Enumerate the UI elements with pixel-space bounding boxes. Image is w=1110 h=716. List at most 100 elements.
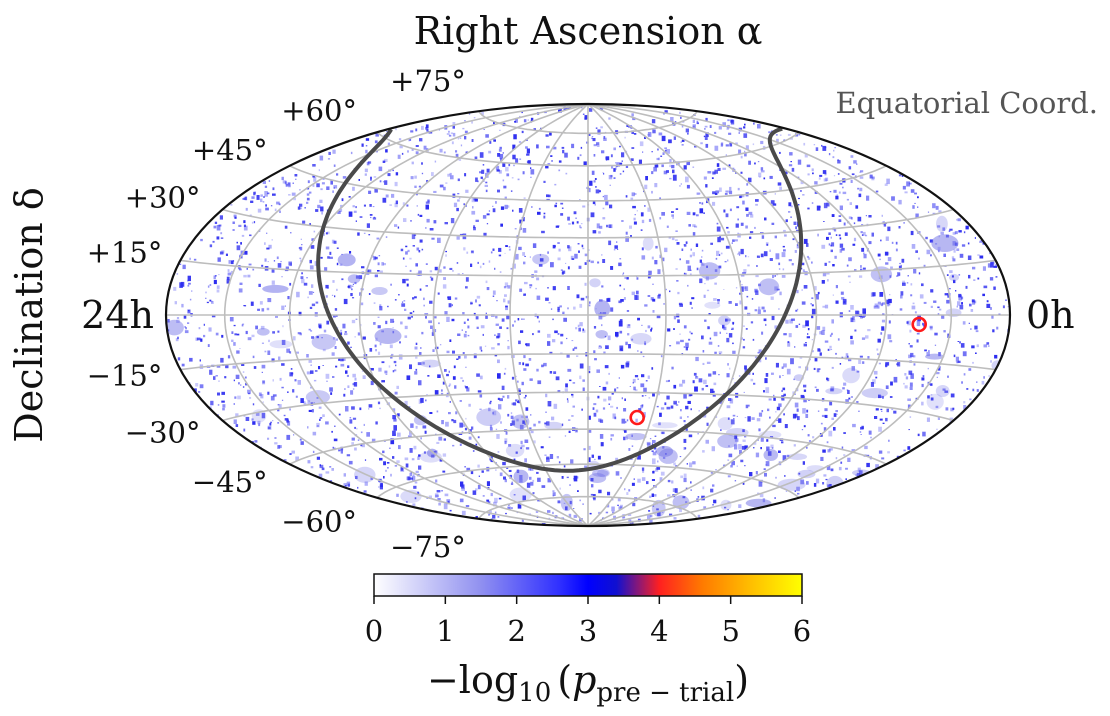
speckle (875, 376, 878, 379)
speckle (803, 389, 807, 392)
speckle (500, 158, 502, 161)
speckle (784, 424, 788, 429)
speckle (243, 220, 246, 224)
speckle (591, 484, 594, 488)
speckle (248, 263, 252, 266)
speckle (316, 183, 320, 188)
speckle (856, 370, 860, 373)
speckle (877, 353, 879, 356)
speckle (465, 366, 467, 368)
speckle (229, 317, 234, 322)
speckle (887, 304, 890, 307)
speckle (787, 342, 791, 347)
speckle (750, 214, 754, 218)
speckle (807, 257, 811, 260)
speckle (485, 314, 488, 319)
speckle (455, 153, 459, 158)
blob (777, 478, 806, 491)
speckle (500, 206, 505, 210)
speckle (571, 393, 574, 396)
speckle (504, 252, 506, 254)
speckle (463, 203, 465, 206)
speckle (749, 236, 752, 239)
speckle (823, 474, 827, 477)
speckle (960, 343, 965, 348)
speckle (524, 281, 528, 285)
speckle (216, 285, 220, 289)
speckle (705, 143, 709, 148)
speckle (912, 355, 916, 358)
speckle (379, 484, 383, 490)
speckle (930, 254, 932, 257)
speckle (955, 290, 957, 292)
speckle (510, 483, 514, 485)
speckle (377, 262, 380, 266)
speckle (354, 336, 356, 338)
speckle (821, 414, 826, 417)
speckle (907, 320, 911, 326)
speckle (465, 386, 468, 389)
speckle (220, 237, 224, 239)
speckle (968, 274, 971, 279)
speckle (251, 221, 254, 224)
speckle (573, 306, 576, 310)
speckle (288, 261, 292, 266)
speckle (879, 418, 883, 421)
speckle (838, 234, 841, 237)
speckle (730, 419, 735, 425)
speckle (744, 286, 749, 291)
speckle (933, 300, 937, 303)
speckle (926, 351, 930, 357)
speckle (572, 348, 575, 351)
speckle (839, 182, 843, 185)
speckle (410, 220, 412, 222)
speckle (312, 291, 315, 293)
speckle (340, 450, 343, 454)
speckle (697, 496, 700, 498)
speckle (463, 333, 467, 338)
speckle (191, 290, 193, 292)
speckle (846, 264, 849, 267)
speckle (265, 266, 268, 268)
speckle (1007, 306, 1010, 308)
speckle (609, 184, 611, 186)
speckle (952, 258, 956, 262)
speckle (417, 362, 422, 366)
speckle (332, 376, 335, 378)
speckle (390, 283, 392, 286)
speckle (497, 397, 500, 400)
speckle (875, 408, 879, 411)
speckle (198, 391, 201, 393)
speckle (597, 129, 601, 135)
speckle (633, 221, 637, 225)
speckle (798, 323, 801, 325)
speckle (651, 367, 654, 370)
speckle (464, 173, 467, 177)
speckle (769, 249, 771, 252)
speckle (260, 198, 263, 203)
speckle (375, 349, 377, 352)
speckle (821, 280, 825, 284)
speckle (868, 241, 872, 245)
speckle (314, 370, 318, 372)
speckle (429, 276, 432, 278)
speckle (786, 454, 790, 458)
speckle (664, 147, 667, 150)
speckle (529, 476, 532, 480)
speckle (484, 345, 487, 347)
speckle (589, 108, 593, 112)
speckle (546, 421, 550, 426)
speckle (850, 335, 853, 340)
speckle (226, 276, 230, 281)
speckle (303, 402, 307, 406)
speckle (922, 375, 925, 378)
speckle (703, 135, 706, 138)
speckle (285, 183, 288, 187)
speckle (284, 225, 288, 229)
speckle (505, 245, 508, 247)
speckle (234, 216, 237, 219)
speckle (912, 205, 915, 209)
speckle (378, 486, 380, 488)
speckle (853, 160, 857, 164)
speckle (539, 254, 542, 256)
